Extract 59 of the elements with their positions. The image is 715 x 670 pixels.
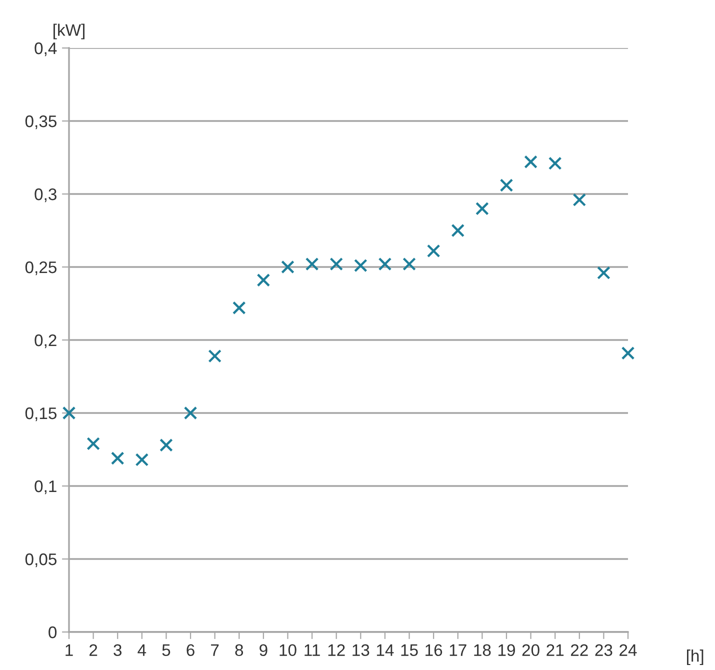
point xyxy=(208,349,222,363)
point xyxy=(500,178,514,192)
y-tick-label: 0,05 xyxy=(25,553,56,568)
point xyxy=(354,258,368,272)
point xyxy=(378,257,392,271)
x-tick-label: 5 xyxy=(162,644,170,656)
x-tick-label: 11 xyxy=(304,644,320,656)
point xyxy=(135,453,149,466)
point xyxy=(621,346,635,360)
y-tick-label: 0,25 xyxy=(25,261,56,276)
x-tick-label: 12 xyxy=(328,644,345,656)
y-tick-label: 0,15 xyxy=(25,407,56,422)
x-tick-label: 6 xyxy=(186,644,194,656)
point xyxy=(426,244,440,258)
y-tick-label: 0,4 xyxy=(34,42,57,56)
x-tick-label: 17 xyxy=(450,644,466,656)
x-tick-label: 18 xyxy=(474,644,491,656)
x-tick-label: 20 xyxy=(522,644,540,656)
x-tick-label: 4 xyxy=(138,644,146,656)
point xyxy=(476,202,489,216)
point xyxy=(597,266,610,280)
x-tick-label: 23 xyxy=(595,644,612,656)
y-tick-label: 0,1 xyxy=(34,480,56,494)
point xyxy=(281,260,294,274)
x-tick-label: 3 xyxy=(114,644,122,656)
x-tick-label: 14 xyxy=(376,644,394,656)
point xyxy=(86,436,100,450)
x-tick-label: 8 xyxy=(235,644,244,656)
x-tick-label: 16 xyxy=(426,644,442,656)
point xyxy=(160,438,173,452)
point xyxy=(524,155,538,169)
x-tick-label: 7 xyxy=(211,644,219,656)
point xyxy=(184,406,198,420)
x-tick-label: 22 xyxy=(570,644,588,656)
y-tick-label: 0 xyxy=(48,626,57,638)
point xyxy=(451,224,465,238)
x-tick-label: 2 xyxy=(90,644,98,656)
x-tick-label: 1 xyxy=(66,644,73,656)
x-tick-label: 10 xyxy=(280,644,296,656)
point xyxy=(402,257,416,271)
point xyxy=(232,301,246,315)
x-tick-label: 9 xyxy=(260,644,268,656)
x-tick-label: 24 xyxy=(620,644,637,656)
x-tick-label: 19 xyxy=(498,644,515,656)
x-tick-label: 13 xyxy=(352,644,370,656)
point xyxy=(572,193,586,207)
point xyxy=(110,452,124,465)
point xyxy=(62,406,76,420)
y-tick-label: 0,3 xyxy=(34,188,56,202)
x-axis-title: [h] xyxy=(687,650,704,666)
y-tick-label: 0,2 xyxy=(34,334,56,348)
point xyxy=(305,257,319,271)
y-tick-label: 0,35 xyxy=(25,115,56,130)
point xyxy=(548,156,562,170)
point xyxy=(256,273,270,287)
x-tick-label: 21 xyxy=(546,644,564,656)
point xyxy=(330,257,344,271)
x-tick-label: 15 xyxy=(401,644,418,656)
y-axis-title: [kW] xyxy=(54,24,84,40)
